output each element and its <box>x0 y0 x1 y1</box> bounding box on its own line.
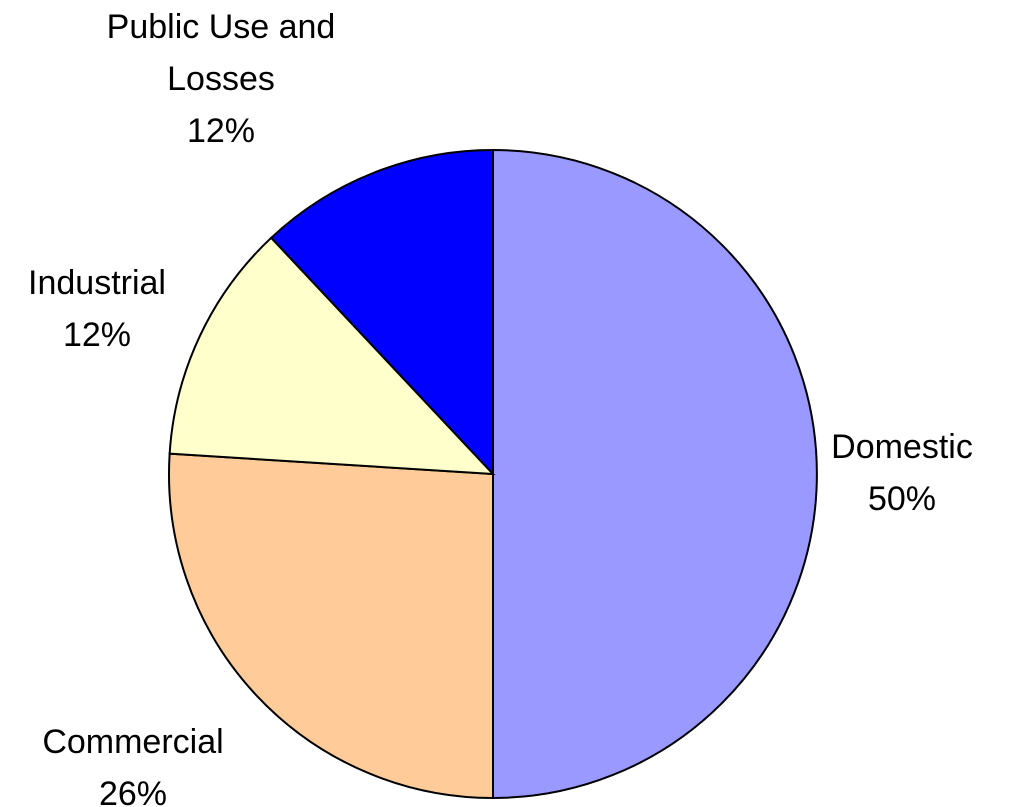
pie-slice <box>492 148 818 800</box>
value-label: 12% <box>62 316 132 354</box>
pie-slice <box>168 236 496 476</box>
value-label: 26% <box>98 775 168 807</box>
category-label: Domestic <box>831 428 973 466</box>
pie-slice <box>269 148 494 477</box>
slice-label: Industrial 12% <box>0 257 227 361</box>
pie-slice <box>168 452 494 800</box>
category-label: Industrial <box>28 264 166 302</box>
slice-label: Commercial 26% <box>3 716 263 807</box>
value-label: 50% <box>867 480 937 518</box>
category-label: Public Use and Losses <box>106 8 336 98</box>
slice-label: Domestic 50% <box>772 421 1019 525</box>
slice-label: Public Use and Losses 12% <box>71 1 371 157</box>
value-label: 12% <box>186 112 256 150</box>
category-label: Commercial <box>42 723 224 761</box>
